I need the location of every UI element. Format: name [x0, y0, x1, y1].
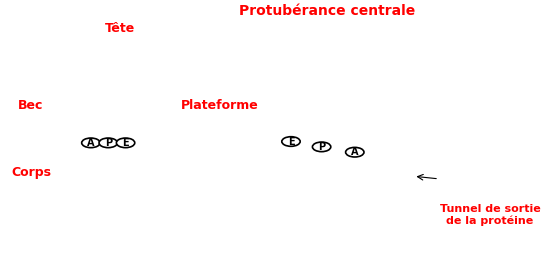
Text: E: E: [288, 136, 294, 147]
Text: Bec: Bec: [18, 99, 43, 112]
Text: Tunnel de sortie
de la protéine: Tunnel de sortie de la protéine: [440, 204, 540, 226]
Text: Tête: Tête: [105, 22, 135, 34]
Text: P: P: [104, 138, 112, 148]
Circle shape: [282, 137, 300, 146]
Circle shape: [345, 147, 364, 157]
Text: Protubérance centrale: Protubérance centrale: [239, 4, 415, 18]
Circle shape: [82, 138, 100, 148]
Circle shape: [312, 142, 331, 152]
Circle shape: [99, 138, 118, 148]
Text: A: A: [87, 138, 95, 148]
Text: P: P: [318, 142, 325, 152]
Text: Corps: Corps: [11, 166, 51, 179]
Text: Plateforme: Plateforme: [181, 99, 259, 112]
Circle shape: [116, 138, 135, 148]
Text: A: A: [351, 147, 358, 157]
Text: E: E: [122, 138, 129, 148]
